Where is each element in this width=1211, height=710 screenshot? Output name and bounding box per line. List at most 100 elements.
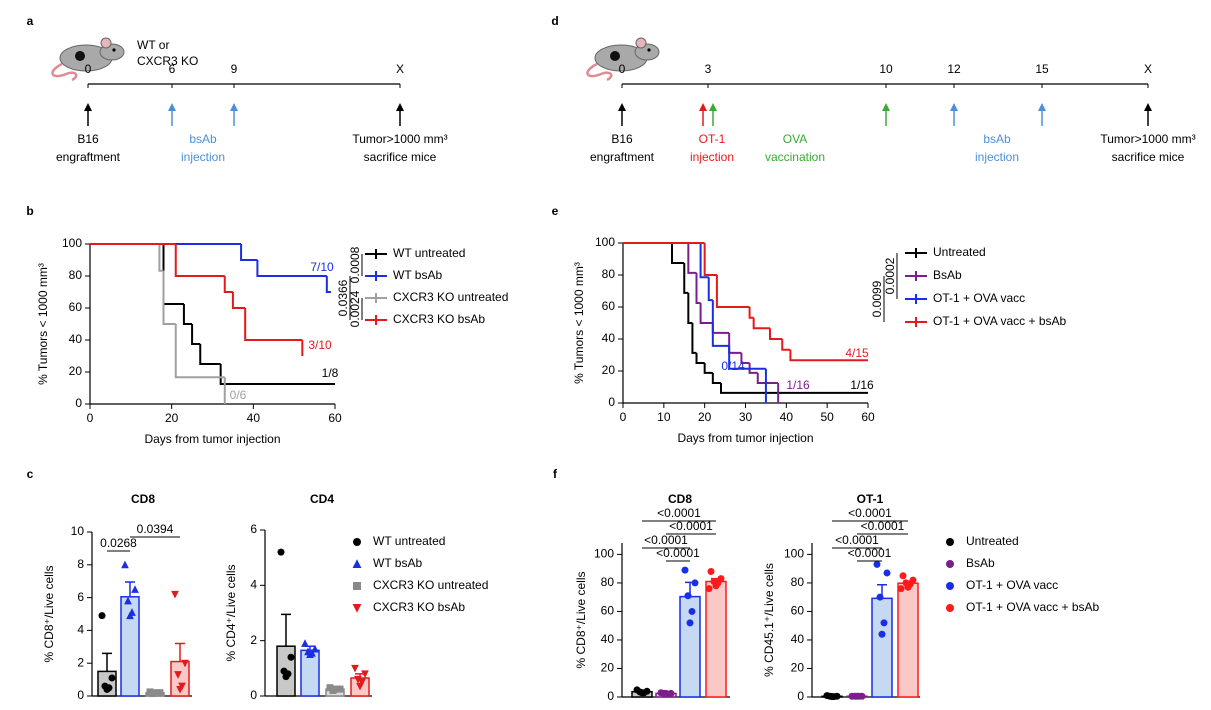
timeline-note: sacrifice mice — [1112, 150, 1185, 164]
y-tick-label: 40 — [791, 632, 805, 646]
panel-label: f — [553, 467, 558, 481]
y-axis-label: % CD45.1⁺/Live cells — [762, 563, 776, 677]
marker — [306, 650, 314, 658]
timeline-arrowhead — [230, 103, 238, 111]
mouse-eye — [112, 48, 116, 52]
survival-step — [707, 277, 713, 302]
y-tick-label: 80 — [601, 575, 615, 589]
marker — [181, 659, 189, 668]
x-tick-label: 60 — [861, 410, 875, 424]
y-tick-label: 40 — [602, 331, 616, 345]
survival-step — [740, 352, 750, 364]
survival-step — [325, 276, 331, 293]
y-axis-label: % Tumors < 1000 mm³ — [572, 262, 586, 384]
mouse-ear — [100, 37, 112, 49]
timeline-arrowhead — [618, 103, 626, 111]
marker — [853, 692, 861, 700]
survival-step — [789, 349, 868, 362]
comparison-label: <0.0001 — [848, 506, 892, 520]
survival-step — [191, 324, 201, 345]
survival-step — [728, 345, 766, 370]
marker — [311, 644, 319, 653]
comparison-label: 0.0268 — [100, 536, 137, 550]
survival-step — [687, 243, 697, 274]
marker — [946, 604, 954, 612]
x-tick-label: 0 — [87, 411, 94, 425]
panel-label: b — [26, 204, 33, 218]
marker — [904, 583, 912, 591]
x-axis-label: Days from tumor injection — [144, 432, 280, 446]
chart-title: CD8 — [131, 492, 155, 506]
marker — [897, 585, 905, 593]
y-tick-label: 100 — [784, 547, 804, 561]
timeline-arrowhead — [709, 103, 717, 111]
y-tick-label: 100 — [62, 236, 82, 250]
bar — [705, 580, 727, 698]
marker — [351, 664, 359, 673]
marker — [691, 579, 699, 587]
comparison-label: <0.0001 — [848, 546, 892, 560]
chart-title: CD8 — [668, 492, 692, 506]
mouse-label: CXCR3 KO — [137, 54, 198, 68]
y-tick-label: 60 — [791, 604, 805, 618]
marker — [353, 538, 361, 546]
marker — [681, 566, 689, 574]
mouse-tail — [586, 62, 613, 82]
x-tick-label: 50 — [820, 410, 834, 424]
end-label: 1/8 — [322, 366, 339, 380]
x-tick-label: 60 — [328, 411, 342, 425]
timeline-tick-label: 9 — [231, 62, 238, 76]
end-label: 1/16 — [850, 378, 874, 392]
x-tick-label: 40 — [247, 411, 261, 425]
survival-step — [256, 260, 327, 277]
comparison-label: <0.0001 — [657, 506, 701, 520]
comparison-label: 0.0008 — [348, 246, 362, 283]
comparison-label: 0.0366 — [336, 279, 350, 316]
survival-step — [699, 243, 709, 279]
survival-step — [687, 292, 693, 324]
survival-step — [781, 339, 791, 351]
panel-label: a — [27, 14, 34, 28]
timeline-tick-label: 12 — [947, 62, 961, 76]
y-tick-label: 80 — [791, 575, 805, 589]
end-label: 4/15 — [845, 346, 869, 360]
survival-step — [691, 323, 697, 354]
end-label: 0/6 — [230, 388, 247, 402]
timeline-note: bsAb — [983, 132, 1011, 146]
timeline-tick-label: X — [396, 62, 404, 76]
survival-step — [174, 324, 225, 379]
survival-step — [162, 270, 176, 325]
mouse-tail — [51, 62, 78, 82]
timeline-tick-label: X — [1144, 62, 1152, 76]
panel-label: c — [27, 467, 34, 481]
mouse-icon — [51, 37, 125, 82]
marker — [358, 678, 366, 687]
comparison-label: <0.0001 — [835, 533, 879, 547]
marker — [352, 559, 362, 568]
y-tick-label: 2 — [77, 655, 84, 669]
survival-step — [711, 323, 730, 334]
timeline-note: engraftment — [590, 150, 655, 164]
y-tick-label: 0 — [608, 395, 615, 409]
timeline-arrowhead — [699, 103, 707, 111]
survival-step — [223, 276, 233, 293]
y-tick-label: 80 — [69, 268, 83, 282]
timeline-note: engraftment — [56, 150, 121, 164]
end-label: 3/10 — [308, 338, 332, 352]
x-axis-label: Days from tumor injection — [677, 431, 813, 445]
marker — [171, 590, 179, 599]
y-tick-label: 60 — [601, 604, 615, 618]
marker — [899, 572, 907, 580]
x-tick-label: 20 — [165, 411, 179, 425]
timeline-note: sacrifice mice — [364, 150, 437, 164]
survival-step — [752, 317, 770, 330]
survival-step — [695, 272, 701, 304]
marker — [176, 685, 184, 694]
survival-step — [703, 243, 717, 276]
y-tick-label: 0 — [797, 689, 804, 703]
comparison-label: <0.0001 — [644, 533, 688, 547]
y-axis-label: % Tumors < 1000 mm³ — [36, 263, 50, 385]
marker — [108, 674, 116, 682]
end-label: 1/16 — [786, 378, 810, 392]
